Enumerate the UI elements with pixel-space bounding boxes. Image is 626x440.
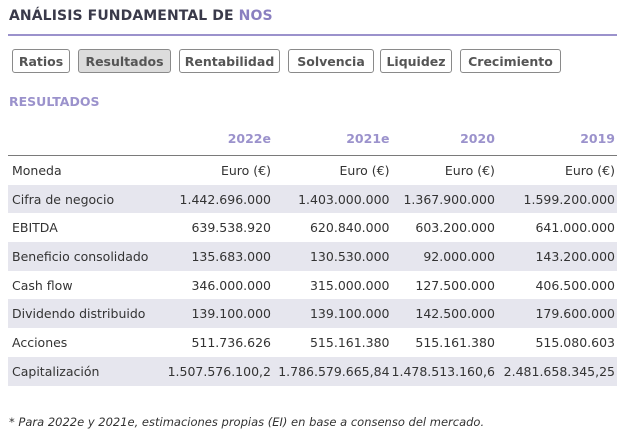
tab-rentabilidad[interactable]: Rentabilidad — [179, 49, 280, 73]
table-header-row: 2022e 2021e 2020 2019 — [8, 122, 617, 156]
cell-value: 142.500.000 — [391, 299, 497, 329]
cell-value: 603.200.000 — [415, 220, 495, 236]
cell-value: Euro (€) — [339, 162, 390, 178]
cell-value: 511.736.626 — [191, 334, 271, 350]
header-cell-2020: 2020 — [391, 122, 497, 156]
page-title-prefix: ANÁLISIS FUNDAMENTAL DE — [9, 8, 234, 24]
cell-value: 143.200.000 — [496, 242, 617, 271]
row-label: Capitalización — [8, 356, 168, 386]
cell-value: 139.100.000 — [167, 299, 273, 329]
row-label: Beneficio consolidado — [8, 242, 168, 271]
cell-value: 620.840.000 — [309, 220, 390, 236]
title-divider — [8, 34, 617, 36]
cell-value: 346.000.000 — [191, 277, 271, 293]
header-cell-2019: 2019 — [496, 122, 617, 156]
cell-value: 406.500.000 — [535, 277, 615, 293]
cell-value: 1.599.200.000 — [496, 184, 617, 214]
cell-value: 2.481.658.345,25 — [496, 356, 617, 386]
table-row: Acciones 511.736.626 515.161.380 515.161… — [8, 328, 617, 357]
cell-value: 1.507.576.100,2 — [167, 356, 273, 386]
cell-value: 639.538.920 — [191, 220, 271, 236]
cell-value: Euro (€) — [444, 162, 495, 178]
cell-value: 127.500.000 — [415, 277, 495, 293]
page-title: ANÁLISIS FUNDAMENTAL DE NOS — [9, 8, 273, 24]
row-label: Dividendo distribuido — [8, 299, 168, 329]
cell-value: 1.367.900.000 — [391, 184, 497, 214]
tab-ratios[interactable]: Ratios — [12, 49, 70, 73]
cell-value: 92.000.000 — [391, 242, 497, 271]
header-cell-2021e: 2021e — [272, 122, 392, 156]
cell-value: Euro (€) — [564, 162, 615, 178]
cell-value: 1.478.513.160,6 — [391, 356, 497, 386]
cell-value: 515.161.380 — [415, 334, 495, 350]
header-cell-label — [8, 122, 168, 156]
cell-value: 130.530.000 — [272, 242, 392, 271]
footnote: * Para 2022e y 2021e, estimaciones propi… — [9, 415, 485, 429]
results-table: 2022e 2021e 2020 2019 Moneda Euro (€) Eu… — [8, 122, 617, 386]
header-cell-2022e: 2022e — [167, 122, 273, 156]
cell-value: 1.403.000.000 — [272, 184, 392, 214]
row-label: EBITDA — [12, 220, 58, 236]
section-title: RESULTADOS — [9, 94, 100, 109]
table-row: Capitalización 1.507.576.100,2 1.786.579… — [8, 356, 617, 386]
tab-crecimiento[interactable]: Crecimiento — [460, 49, 561, 73]
table-row: Moneda Euro (€) Euro (€) Euro (€) Euro (… — [8, 156, 617, 185]
cell-value: Euro (€) — [220, 162, 271, 178]
table-row: Beneficio consolidado 135.683.000 130.53… — [8, 242, 617, 271]
company-name: NOS — [238, 8, 273, 24]
row-label: Acciones — [12, 334, 68, 350]
cell-value: 1.442.696.000 — [167, 184, 273, 214]
cell-value: 179.600.000 — [496, 299, 617, 329]
table-row: Cash flow 346.000.000 315.000.000 127.50… — [8, 271, 617, 300]
cell-value: 515.161.380 — [309, 334, 390, 350]
row-label: Cifra de negocio — [8, 184, 168, 214]
cell-value: 315.000.000 — [309, 277, 390, 293]
row-label: Moneda — [12, 162, 62, 178]
row-label: Cash flow — [12, 277, 73, 293]
tab-liquidez[interactable]: Liquidez — [380, 49, 452, 73]
tab-resultados[interactable]: Resultados — [78, 49, 171, 73]
cell-value: 139.100.000 — [272, 299, 392, 329]
table-row: EBITDA 639.538.920 620.840.000 603.200.0… — [8, 213, 617, 242]
cell-value: 641.000.000 — [535, 220, 615, 236]
cell-value: 135.683.000 — [167, 242, 273, 271]
tab-solvencia[interactable]: Solvencia — [288, 49, 374, 73]
cell-value: 1.786.579.665,84 — [272, 356, 392, 386]
table-row: Dividendo distribuido 139.100.000 139.10… — [8, 299, 617, 329]
table-row: Cifra de negocio 1.442.696.000 1.403.000… — [8, 184, 617, 214]
cell-value: 515.080.603 — [535, 334, 615, 350]
